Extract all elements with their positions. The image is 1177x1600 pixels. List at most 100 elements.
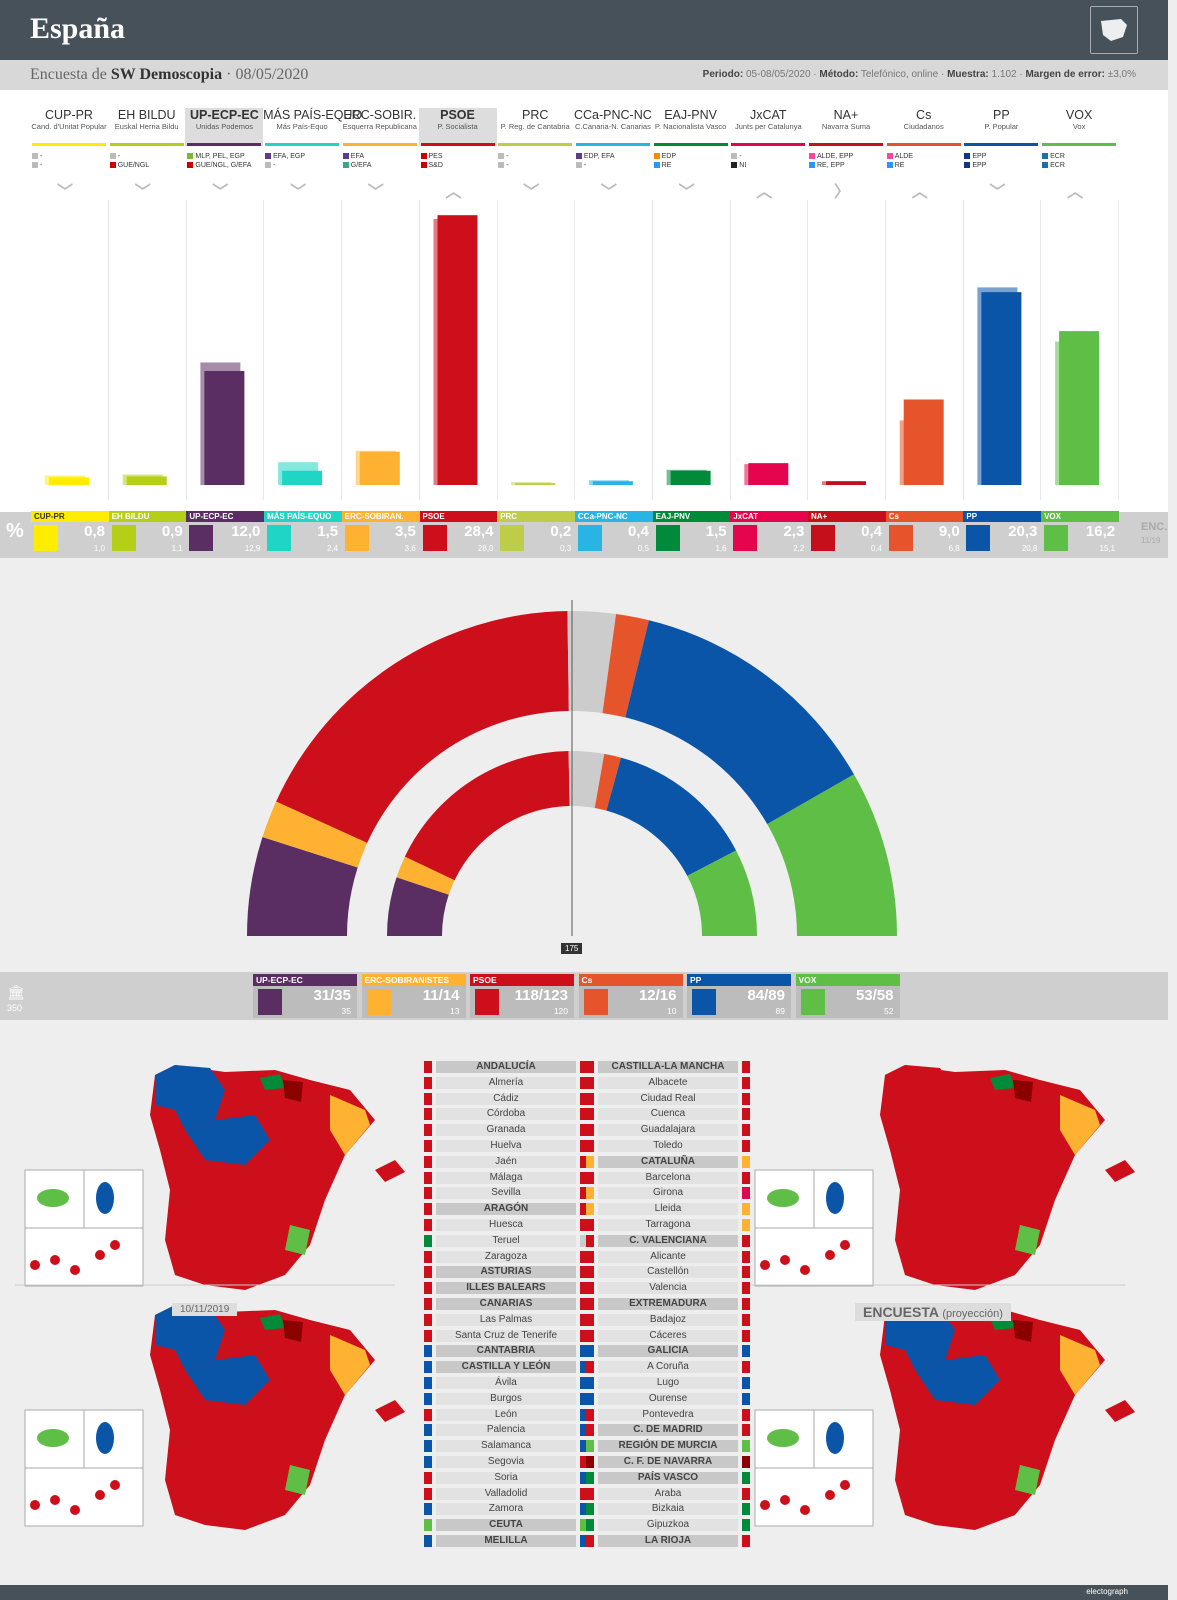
party-header[interactable]: MÁS PAÍS-EQUO Más País-Equo	[263, 108, 362, 146]
poll-meta: Periodo: 05-08/05/2020 · Método: Telefón…	[703, 69, 1136, 80]
province-row[interactable]: Tarragona	[598, 1219, 738, 1231]
poll-winner-swatch	[580, 1076, 588, 1089]
spain-map-icon[interactable]	[1090, 6, 1138, 54]
poll-winner-swatch	[580, 1345, 588, 1358]
party-header[interactable]: NA+ Navarra Suma	[807, 108, 885, 146]
province-row[interactable]: Alicante	[598, 1250, 738, 1263]
province-row[interactable]: REGIÓN DE MURCIA	[598, 1440, 738, 1453]
province-row[interactable]: Lleida	[598, 1203, 738, 1216]
province-row[interactable]: C. DE MADRID	[598, 1424, 738, 1437]
party-header[interactable]: ERC-SOBIR. Esquerra Republicana	[341, 108, 419, 146]
province-row[interactable]: León	[436, 1408, 576, 1421]
party-header[interactable]: JxCAT Junts per Catalunya	[729, 108, 807, 146]
balearic	[375, 1400, 405, 1422]
province-row[interactable]: Córdoba	[436, 1108, 576, 1121]
province-row[interactable]: MELILLA	[436, 1535, 576, 1547]
province-row[interactable]: Toledo	[598, 1140, 738, 1152]
province-row[interactable]: CASTILLA Y LEÓN	[436, 1361, 576, 1374]
province-row[interactable]: Santa Cruz de Tenerife	[436, 1329, 576, 1342]
poll-winner-swatch	[742, 1440, 750, 1453]
province-row[interactable]: CATALUÑA	[598, 1155, 738, 1168]
province-row[interactable]: Teruel	[436, 1234, 576, 1247]
province-row[interactable]: Granada	[436, 1124, 576, 1137]
seat-box-label: VOX	[795, 974, 900, 986]
percent-label: %	[6, 520, 24, 542]
province-row[interactable]: PAÍS VASCO	[598, 1471, 738, 1484]
province-row[interactable]: Almería	[436, 1076, 576, 1089]
party-header[interactable]: EH BILDU Euskal Herria Bildu	[108, 108, 186, 146]
province-row[interactable]: Segovia	[436, 1456, 576, 1468]
province-row[interactable]: Badajoz	[598, 1313, 738, 1326]
province-row[interactable]: Soria	[436, 1471, 576, 1484]
column-divider	[962, 200, 964, 500]
province-row[interactable]: Málaga	[436, 1171, 576, 1184]
poll-winner-swatch	[742, 1313, 750, 1326]
province-row[interactable]: Lugo	[598, 1377, 738, 1389]
province-row[interactable]: ANDALUCÍA	[436, 1061, 576, 1073]
province-row[interactable]: Ávila	[436, 1377, 576, 1389]
vote-box-label: UP-ECP-EC	[186, 511, 265, 522]
province-row[interactable]: CANARIAS	[436, 1298, 576, 1310]
province-row[interactable]: Guadalajara	[598, 1124, 738, 1137]
group-swatch	[653, 153, 660, 160]
province-row[interactable]: CANTABRIA	[436, 1345, 576, 1358]
group-text: GUE/NGL, G/EFA	[195, 162, 252, 169]
province-row[interactable]: Albacete	[598, 1076, 738, 1089]
province-row[interactable]: Castellón	[598, 1266, 738, 1279]
province-row[interactable]: Zamora	[436, 1503, 576, 1516]
vote-value: 3,5	[394, 523, 416, 540]
prev-winner-swatch	[424, 1187, 432, 1200]
province-row[interactable]: C. F. DE NAVARRA	[598, 1456, 738, 1468]
region-mur	[285, 1465, 310, 1495]
province-row[interactable]: Gipuzkoa	[598, 1519, 738, 1532]
party-groups: ALDE RE	[886, 152, 913, 170]
province-row[interactable]: ARAGÓN	[436, 1203, 576, 1216]
province-row[interactable]: Sevilla	[436, 1187, 576, 1200]
poll-winner-swatch	[580, 1329, 588, 1342]
province-row[interactable]: EXTREMADURA	[598, 1298, 738, 1310]
province-row[interactable]: Palencia	[436, 1424, 576, 1437]
province-row[interactable]: Ciudad Real	[598, 1092, 738, 1105]
party-header[interactable]: PSOE P. Socialista	[418, 108, 497, 146]
province-row[interactable]: Pontevedra	[598, 1408, 738, 1421]
vote-box: UP-ECP-EC 12,0 12,9	[186, 511, 265, 557]
party-header[interactable]: PRC P. Reg. de Cantabria	[496, 108, 574, 146]
province-row[interactable]: Huesca	[436, 1219, 576, 1231]
province-row[interactable]: C. VALENCIANA	[598, 1234, 738, 1247]
province-row[interactable]: Cuenca	[598, 1108, 738, 1121]
province-row[interactable]: A Coruña	[598, 1361, 738, 1374]
province-row[interactable]: Bizkaia	[598, 1503, 738, 1516]
province-row[interactable]: Valladolid	[436, 1487, 576, 1500]
province-row[interactable]: ILLES BALEARS	[436, 1282, 576, 1295]
group-swatch	[109, 162, 116, 169]
province-row[interactable]: ASTURIAS	[436, 1266, 576, 1279]
trend-flat-icon: 〉	[834, 184, 851, 201]
vote-value: 16,2	[1085, 523, 1116, 540]
province-row[interactable]: Cáceres	[598, 1329, 738, 1342]
province-row[interactable]: Valencia	[598, 1282, 738, 1295]
province-row[interactable]: Huelva	[436, 1140, 576, 1152]
province-row[interactable]: Ourense	[598, 1392, 738, 1405]
province-row[interactable]: CEUTA	[436, 1519, 576, 1532]
province-row[interactable]: Jaén	[436, 1155, 576, 1168]
party-header[interactable]: UP-ECP-EC Unidas Podemos	[185, 108, 264, 146]
party-groups: ECR ECR	[1042, 152, 1065, 170]
province-row[interactable]: LA RIOJA	[598, 1535, 738, 1547]
province-row[interactable]: Araba	[598, 1487, 738, 1500]
province-row[interactable]: Salamanca	[436, 1440, 576, 1453]
province-row[interactable]: CASTILLA-LA MANCHA	[598, 1061, 738, 1073]
province-row[interactable]: Las Palmas	[436, 1313, 576, 1326]
province-row[interactable]: Zaragoza	[436, 1250, 576, 1263]
party-header[interactable]: Cs Ciudadanos	[885, 108, 963, 146]
party-groups: - GUE/NGL	[109, 152, 149, 170]
province-row[interactable]: Barcelona	[598, 1171, 738, 1184]
province-row[interactable]: GALICIA	[598, 1345, 738, 1358]
party-header[interactable]: PP P. Popular	[962, 108, 1040, 146]
party-header[interactable]: VOX Vox	[1040, 108, 1118, 146]
province-row[interactable]: Cádiz	[436, 1092, 576, 1105]
province-row[interactable]: Girona	[598, 1187, 738, 1200]
party-header[interactable]: EAJ-PNV P. Nacionalista Vasco	[652, 108, 730, 146]
party-header[interactable]: CCa-PNC-NC C.Canaria-N. Canarias	[574, 108, 652, 146]
party-header[interactable]: CUP-PR Cand. d'Unitat Popular	[30, 108, 108, 146]
province-row[interactable]: Burgos	[436, 1392, 576, 1405]
